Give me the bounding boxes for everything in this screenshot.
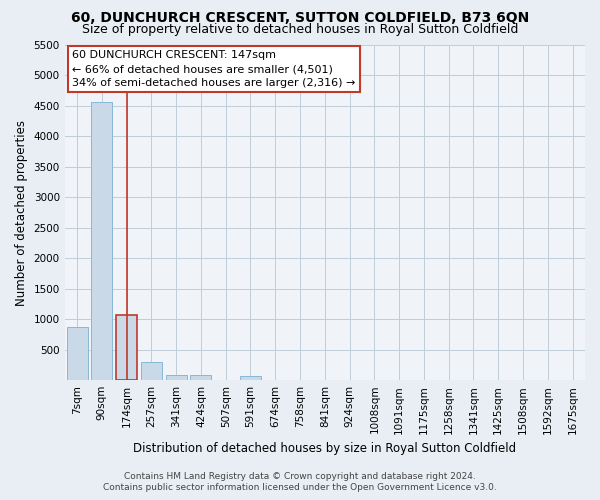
Bar — [91, 102, 112, 380]
Text: 60, DUNCHURCH CRESCENT, SUTTON COLDFIELD, B73 6QN: 60, DUNCHURCH CRESCENT, SUTTON COLDFIELD… — [71, 11, 529, 25]
Bar — [240, 376, 261, 380]
Text: Contains HM Land Registry data © Crown copyright and database right 2024.
Contai: Contains HM Land Registry data © Crown c… — [103, 472, 497, 492]
X-axis label: Distribution of detached houses by size in Royal Sutton Coldfield: Distribution of detached houses by size … — [133, 442, 517, 455]
Bar — [116, 316, 137, 380]
Bar — [190, 375, 211, 380]
Bar — [67, 327, 88, 380]
Y-axis label: Number of detached properties: Number of detached properties — [15, 120, 28, 306]
Bar — [141, 362, 162, 380]
Text: 60 DUNCHURCH CRESCENT: 147sqm
← 66% of detached houses are smaller (4,501)
34% o: 60 DUNCHURCH CRESCENT: 147sqm ← 66% of d… — [73, 50, 356, 88]
Text: Size of property relative to detached houses in Royal Sutton Coldfield: Size of property relative to detached ho… — [82, 22, 518, 36]
Bar — [166, 374, 187, 380]
